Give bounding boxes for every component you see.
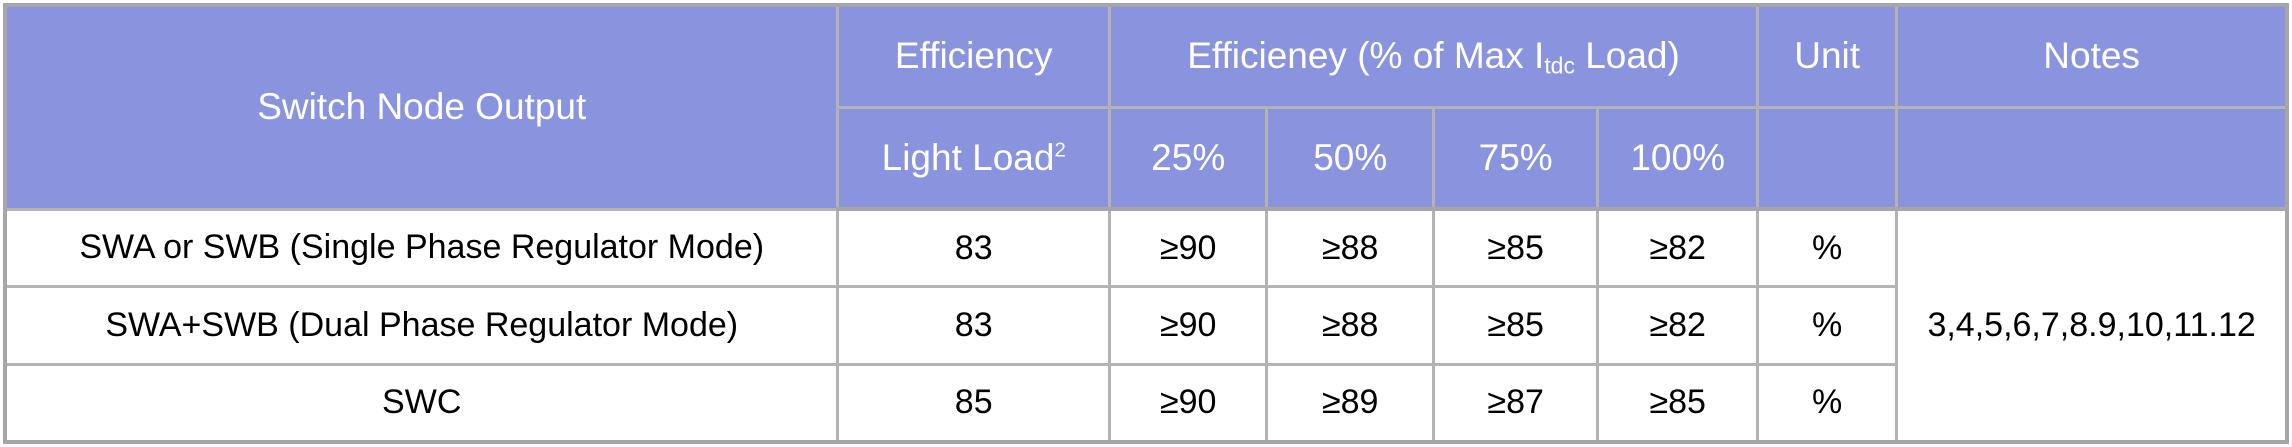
cell-light-load: 85	[836, 362, 1111, 444]
header-switch-node-output: Switch Node Output	[3, 3, 840, 211]
cell-25pct: ≥90	[1107, 285, 1269, 366]
subheader-75pct: 75%	[1432, 105, 1600, 211]
header-row-2: Light Load2 25% 50% 75% 100%	[5, 105, 2289, 211]
cell-light-load: 83	[836, 285, 1111, 366]
cell-unit: %	[1756, 207, 1899, 289]
cell-output: SWC	[3, 362, 840, 444]
header-itdc-subscript: tdc	[1544, 52, 1575, 79]
header-row-1: Switch Node Output Efficiency Efficieney…	[3, 3, 2289, 211]
header-efficiency-pct-suffix: Load)	[1574, 35, 1680, 77]
cell-output: SWA or SWB (Single Phase Regulator Mode)	[3, 207, 840, 289]
subheader-notes-empty	[1895, 105, 2289, 211]
cell-50pct: ≥88	[1265, 285, 1436, 366]
cell-100pct: ≥82	[1596, 285, 1760, 366]
subheader-50pct: 50%	[1265, 105, 1436, 211]
table-row: SWA+SWB (Dual Phase Regulator Mode) 83 ≥…	[3, 285, 2287, 366]
light-load-footnote-superscript: 2	[1054, 139, 1066, 162]
header-notes: Notes	[1895, 3, 2289, 109]
cell-unit: %	[1756, 362, 1899, 444]
header-unit: Unit	[1756, 3, 1899, 109]
cell-25pct: ≥90	[1107, 362, 1269, 444]
cell-notes: 3,4,5,6,7,8.9,10,11.12	[1895, 207, 2289, 444]
cell-50pct: ≥88	[1265, 207, 1436, 289]
cell-75pct: ≥85	[1432, 285, 1600, 366]
cell-25pct: ≥90	[1107, 207, 1269, 289]
subheader-100pct: 100%	[1596, 105, 1760, 211]
subheader-light-load-label: Light Load	[881, 136, 1055, 178]
header-efficiency-pct-prefix: Efficieney (% of Max I	[1187, 35, 1545, 77]
header-efficiency-pct-load: Efficieney (% of Max Itdc Load)	[1107, 3, 1760, 109]
header-efficiency: Efficiency	[836, 3, 1111, 109]
cell-75pct: ≥87	[1432, 362, 1600, 444]
subheader-25pct: 25%	[1107, 105, 1269, 211]
cell-light-load: 83	[836, 207, 1111, 289]
subheader-light-load: Light Load2	[836, 105, 1111, 211]
cell-100pct: ≥85	[1596, 362, 1760, 444]
table-row: SWC 85 ≥90 ≥89 ≥87 ≥85 %	[3, 362, 2287, 444]
cell-output: SWA+SWB (Dual Phase Regulator Mode)	[3, 285, 840, 366]
cell-75pct: ≥85	[1432, 207, 1600, 289]
cell-50pct: ≥89	[1265, 362, 1436, 444]
table-row: SWA or SWB (Single Phase Regulator Mode)…	[3, 207, 2289, 444]
cell-unit: %	[1756, 285, 1899, 366]
efficiency-spec-table: Switch Node Output Efficiency Efficieney…	[3, 3, 2289, 444]
subheader-unit-empty	[1756, 105, 1899, 211]
cell-100pct: ≥82	[1596, 207, 1760, 289]
